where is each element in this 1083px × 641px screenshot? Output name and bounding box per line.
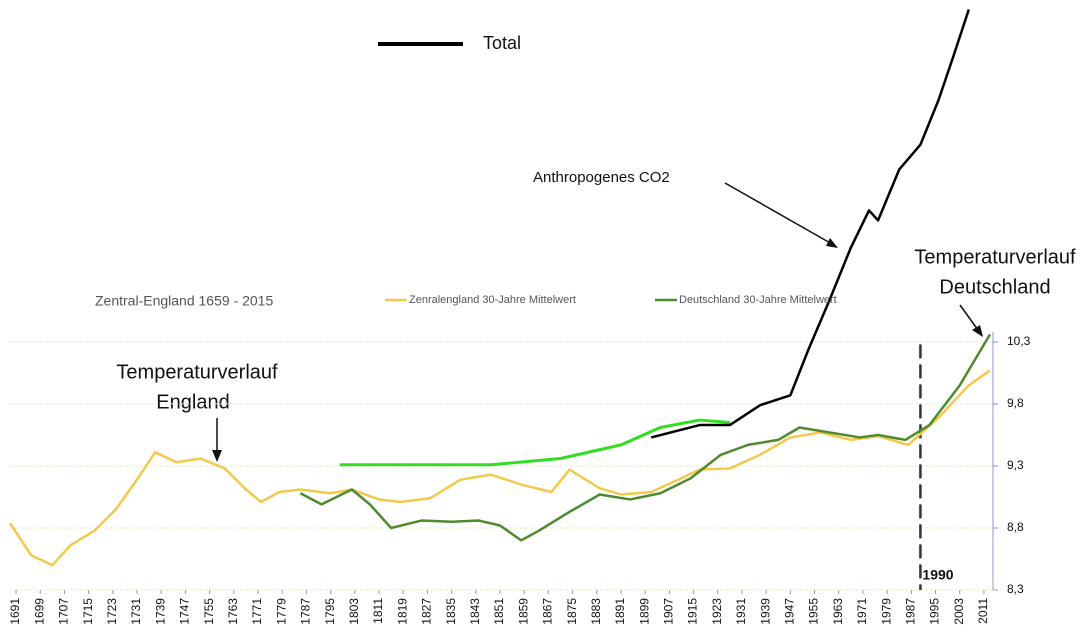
x-tick-label: 1763 bbox=[226, 598, 240, 625]
x-tick-label: 1899 bbox=[637, 598, 651, 625]
x-tick-label: 1979 bbox=[879, 598, 893, 625]
legend-label: Deutschland 30-Jahre Mittelwert bbox=[679, 294, 837, 306]
annotation: Deutschland bbox=[939, 276, 1050, 298]
chart-title: Zentral-England 1659 - 2015 bbox=[95, 293, 273, 309]
x-tick-label: 1915 bbox=[686, 598, 700, 625]
x-tick-label: 1995 bbox=[928, 598, 942, 625]
x-tick-label: 1739 bbox=[153, 598, 167, 625]
y-tick-label: 9,3 bbox=[1007, 458, 1024, 472]
x-tick-label: 1779 bbox=[274, 598, 288, 625]
x-tick-label: 1947 bbox=[783, 598, 797, 625]
x-tick-label: 1787 bbox=[299, 598, 313, 625]
arrow bbox=[959, 304, 979, 331]
x-tick-label: 1971 bbox=[855, 598, 869, 625]
x-tick-label: 2011 bbox=[976, 598, 990, 624]
arrow-head bbox=[212, 450, 222, 462]
x-tick-label: 1875 bbox=[565, 598, 579, 625]
x-tick-label: 1795 bbox=[323, 598, 337, 625]
x-tick-label: 1955 bbox=[807, 598, 821, 625]
x-tick-label: 1691 bbox=[8, 598, 22, 625]
y-tick-label: 10,3 bbox=[1007, 334, 1031, 348]
series-line bbox=[650, 9, 970, 439]
annotation: Anthropogenes CO2 bbox=[533, 169, 670, 186]
x-tick-label: 1811 bbox=[371, 598, 385, 624]
x-tick-label: 1731 bbox=[129, 598, 143, 625]
x-tick-label: 1907 bbox=[662, 598, 676, 625]
x-tick-label: 1891 bbox=[613, 598, 627, 625]
x-tick-label: 1747 bbox=[178, 598, 192, 625]
x-tick-label: 1931 bbox=[734, 598, 748, 625]
x-tick-label: 1803 bbox=[347, 598, 361, 625]
x-tick-label: 1755 bbox=[202, 598, 216, 625]
x-tick-label: 1707 bbox=[57, 598, 71, 625]
x-tick-label: 1699 bbox=[32, 598, 46, 625]
arrow bbox=[724, 182, 833, 245]
x-tick-label: 1883 bbox=[589, 598, 603, 625]
annotation: Temperaturverlauf bbox=[914, 246, 1076, 268]
x-tick-label: 1939 bbox=[758, 598, 772, 625]
x-tick-label: 1715 bbox=[81, 598, 95, 625]
x-tick-label: 1827 bbox=[420, 598, 434, 625]
x-tick-label: 1851 bbox=[492, 598, 506, 625]
series-line bbox=[8, 369, 991, 567]
annotation: 1990 bbox=[922, 567, 953, 583]
y-tick-label: 8,3 bbox=[1007, 582, 1024, 596]
annotation: Temperaturverlauf bbox=[116, 361, 278, 383]
y-tick-label: 9,8 bbox=[1007, 396, 1024, 410]
legend-label: Total bbox=[483, 33, 521, 53]
x-tick-label: 1723 bbox=[105, 598, 119, 625]
x-tick-label: 1859 bbox=[516, 598, 530, 625]
series-line bbox=[299, 333, 992, 542]
y-tick-label: 8,8 bbox=[1007, 520, 1024, 534]
x-tick-label: 1987 bbox=[904, 598, 918, 625]
arrow-head bbox=[826, 238, 838, 248]
x-tick-label: 2003 bbox=[952, 598, 966, 625]
x-tick-label: 1867 bbox=[541, 598, 555, 625]
x-tick-label: 1835 bbox=[444, 598, 458, 625]
x-tick-label: 1923 bbox=[710, 598, 724, 625]
x-tick-label: 1819 bbox=[395, 598, 409, 625]
x-tick-label: 1843 bbox=[468, 598, 482, 625]
legend-label: Zenralengland 30-Jahre Mittelwert bbox=[409, 294, 576, 306]
x-tick-label: 1771 bbox=[250, 598, 264, 625]
x-tick-label: 1963 bbox=[831, 598, 845, 625]
series-line bbox=[339, 418, 730, 467]
arrow-head bbox=[972, 325, 983, 337]
annotation: England bbox=[156, 391, 229, 413]
